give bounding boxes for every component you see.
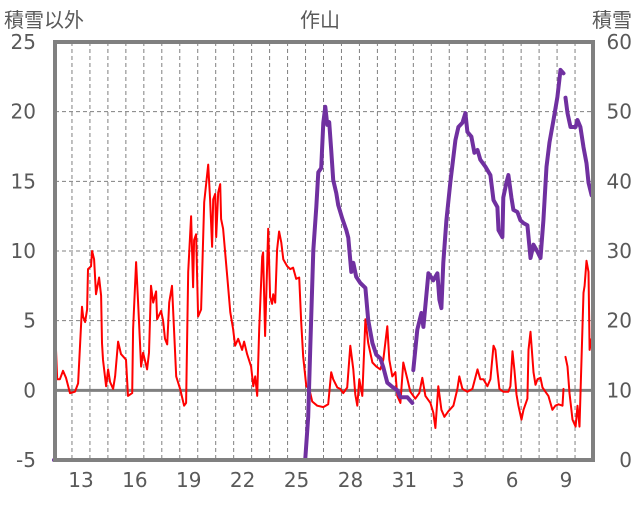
right-tick-label: 50 (607, 100, 632, 124)
x-tick-label: 6 (506, 468, 519, 492)
temperature-series-line (564, 259, 593, 428)
right-tick-label: 10 (607, 378, 632, 402)
right-axis-ticks: 0 10 20 30 40 50 60 (607, 30, 632, 472)
x-tick-label: 13 (68, 468, 93, 492)
left-axis-label: 積雪以外 (4, 8, 84, 32)
left-tick-label: 15 (11, 169, 36, 193)
left-tick-label: 0 (23, 378, 36, 402)
right-tick-label: 60 (607, 30, 632, 54)
left-tick-label: 10 (11, 239, 36, 263)
right-tick-label: 0 (619, 448, 632, 472)
snow-depth-series-line (563, 95, 594, 198)
x-tick-label: 9 (560, 468, 573, 492)
left-axis-ticks: -5 0 5 10 15 20 25 (11, 30, 36, 472)
chart-title: 作山 (300, 8, 340, 32)
series-group (52, 67, 594, 462)
x-tick-label: 28 (338, 468, 363, 492)
x-tick-label: 25 (284, 468, 309, 492)
snow-depth-series-line (52, 104, 415, 462)
snow-depth-series-line (411, 67, 566, 373)
x-tick-label: 3 (452, 468, 465, 492)
right-tick-label: 40 (607, 169, 632, 193)
x-axis-ticks: 13 16 19 22 25 28 31 3 6 9 (68, 468, 572, 492)
temperature-series-line (53, 163, 565, 429)
left-tick-label: 20 (11, 100, 36, 124)
gridlines (55, 42, 593, 460)
left-tick-label: 25 (11, 30, 36, 54)
x-tick-label: 31 (392, 468, 417, 492)
right-tick-label: 20 (607, 309, 632, 333)
right-tick-label: 30 (607, 239, 632, 263)
left-tick-label: 5 (23, 309, 36, 333)
right-axis-label: 積雪 (592, 8, 632, 32)
x-tick-label: 19 (176, 468, 201, 492)
left-tick-label: -5 (16, 448, 36, 472)
x-tick-label: 16 (122, 468, 147, 492)
plot-border (53, 40, 595, 462)
x-tick-label: 22 (230, 468, 255, 492)
